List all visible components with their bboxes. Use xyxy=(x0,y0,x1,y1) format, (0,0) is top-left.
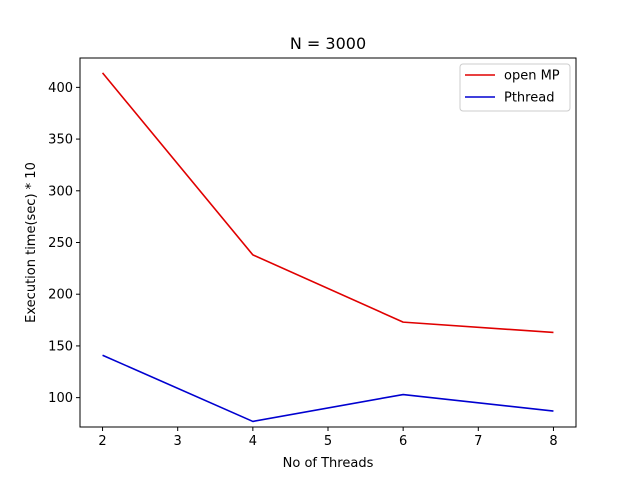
x-tick-label: 4 xyxy=(249,434,257,449)
x-tick-label: 8 xyxy=(549,434,557,449)
x-tick-label: 7 xyxy=(474,434,482,449)
y-tick-label: 300 xyxy=(48,184,73,199)
plot-frame xyxy=(79,57,577,428)
series-line-openmp xyxy=(101,72,554,334)
plot-lines xyxy=(101,72,554,423)
y-axis-ticks: 100 150 200 250 300 350 400 xyxy=(48,81,80,406)
legend-items: open MP Pthread xyxy=(465,69,560,106)
y-axis-label: Execution time(sec) * 10 xyxy=(24,162,39,323)
x-tick-label: 2 xyxy=(98,434,106,449)
y-tick-label: 400 xyxy=(48,81,73,96)
legend-label: open MP xyxy=(504,69,560,84)
x-tick-label: 6 xyxy=(399,434,407,449)
y-tick-label: 150 xyxy=(48,339,73,354)
legend-label: Pthread xyxy=(504,91,554,106)
y-tick-label: 250 xyxy=(48,236,73,251)
x-axis-ticks: 2 3 4 5 6 7 8 xyxy=(98,427,558,449)
x-tick-label: 3 xyxy=(174,434,182,449)
y-tick-label: 200 xyxy=(48,288,73,303)
legend: open MP Pthread xyxy=(459,63,571,112)
chart-title: N = 3000 xyxy=(290,34,366,53)
y-tick-label: 350 xyxy=(48,133,73,148)
x-axis-label: No of Threads xyxy=(283,456,374,471)
series-line-pthread xyxy=(102,354,554,423)
x-tick-label: 5 xyxy=(324,434,332,449)
y-tick-label: 100 xyxy=(48,391,73,406)
